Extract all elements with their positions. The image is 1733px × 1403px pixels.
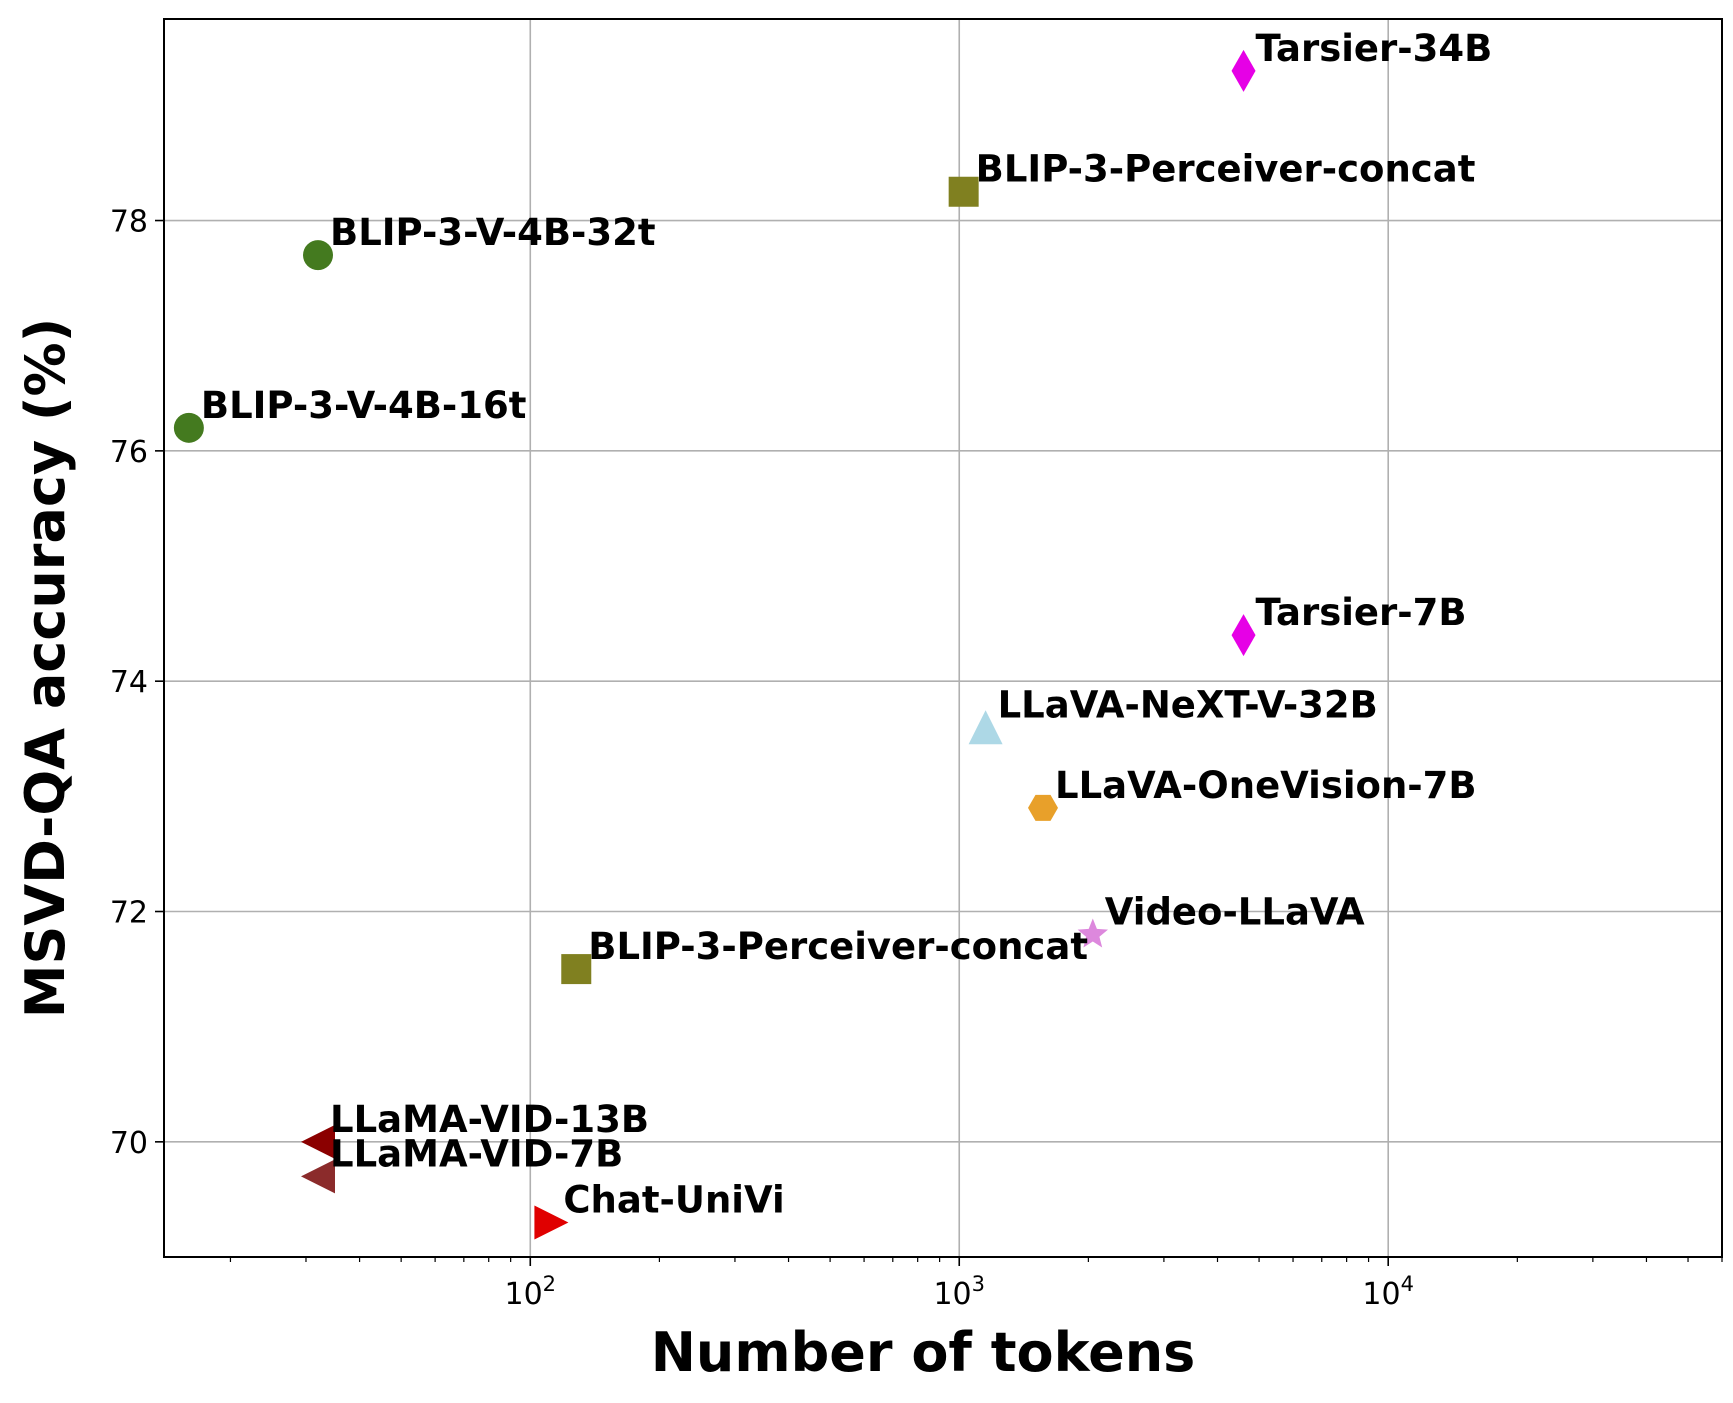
point-blip-3-v-4b-16t: [173, 412, 204, 443]
point-label: BLIP-3-V-4B-16t: [201, 384, 527, 427]
point-llama-vid-7b: [301, 1159, 336, 1194]
point-label: Tarsier-7B: [1256, 591, 1467, 634]
y-axis-ticks: 70 72 74 76 78: [110, 205, 164, 1161]
x-tick-label: 104: [1362, 1272, 1414, 1312]
point-video-llava: [1077, 918, 1108, 948]
x-tick-label: 103: [933, 1272, 985, 1312]
point-llava-onevision-7b: [1028, 794, 1058, 821]
point-label: Video-LLaVA: [1105, 891, 1365, 934]
point-tarsier-34b: [1231, 49, 1256, 92]
point-label: BLIP-3-V-4B-32t: [330, 211, 656, 254]
point-label: BLIP-3-Perceiver-concat: [588, 925, 1088, 968]
y-tick-label: 74: [110, 665, 148, 700]
point-tarsier-7b: [1231, 614, 1256, 657]
point-label: LLaMA-VID-7B: [330, 1132, 623, 1175]
x-tick-label: 102: [504, 1272, 556, 1312]
point-labels: Tarsier-34B BLIP-3-Perceiver-concat BLIP-3…: [201, 27, 1492, 1222]
point-label: Tarsier-34B: [1256, 27, 1493, 70]
point-label: LLaVA-OneVision-7B: [1055, 764, 1477, 807]
x-axis-title: Number of tokens: [651, 1321, 1196, 1384]
point-label: LLaVA-NeXT-V-32B: [998, 683, 1378, 726]
y-tick-label: 72: [110, 896, 148, 931]
point-label: Chat-UniVi: [563, 1178, 784, 1221]
grid: [164, 19, 1722, 1257]
y-tick-label: 78: [110, 205, 148, 240]
point-label: BLIP-3-Perceiver-concat: [976, 148, 1476, 191]
point-blip-3-perceiver-concat: [948, 176, 979, 207]
point-blip-3-v-4b-32t: [303, 240, 334, 271]
y-axis-title: MSVD-QA accuracy (%): [14, 318, 77, 1019]
y-tick-label: 76: [110, 435, 148, 470]
data-points: [173, 49, 1256, 1240]
y-tick-label: 70: [110, 1126, 148, 1161]
plot-frame: [163, 18, 1723, 1258]
x-axis-ticks: 102 103 104: [229, 1257, 1723, 1312]
point-chat-univi: [534, 1205, 569, 1240]
point-llama-vid-13b: [301, 1124, 336, 1159]
point-llava-next-v-32b: [968, 710, 1003, 745]
point-label: LLaMA-VID-13B: [330, 1098, 649, 1141]
point-blip-3-perceiver-concat: [561, 954, 592, 985]
